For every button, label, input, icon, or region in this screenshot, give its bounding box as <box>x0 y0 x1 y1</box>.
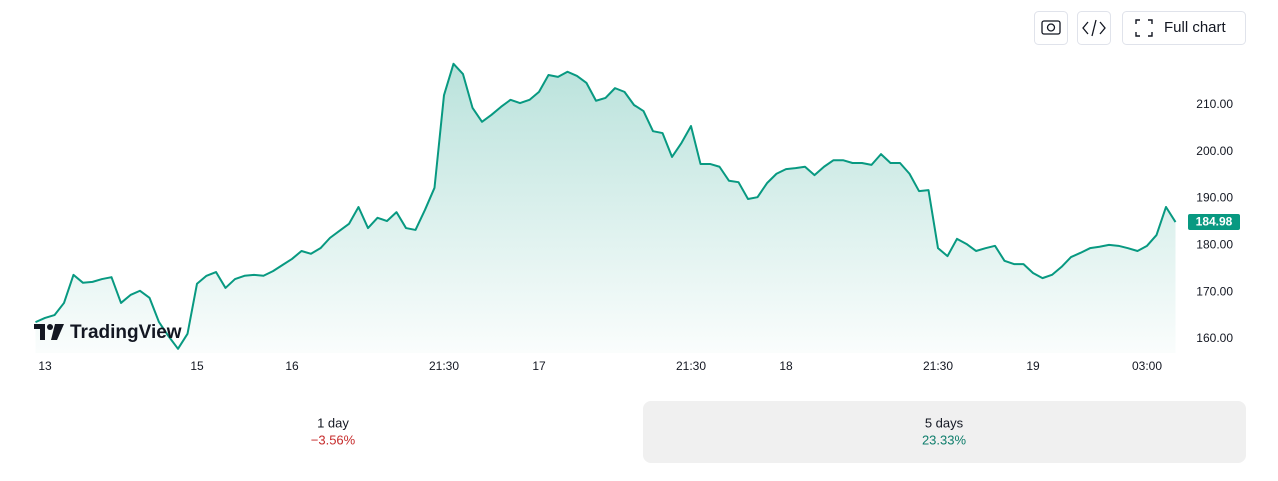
period-tab[interactable] <box>25 401 640 463</box>
period-label[interactable]: 5 days <box>925 415 964 430</box>
last-price-label: 184.98 <box>1196 215 1233 229</box>
embed-button[interactable] <box>1077 11 1111 45</box>
camera-lens[interactable] <box>1046 23 1056 32</box>
snapshot-button[interactable] <box>1034 11 1068 45</box>
logo: TradingView <box>34 322 182 343</box>
period-change[interactable]: 23.33% <box>922 432 967 447</box>
button-frame[interactable] <box>1122 11 1246 45</box>
price-line <box>35 62 1177 350</box>
last-price-box <box>1188 214 1240 231</box>
y-tick-label: 200.00 <box>1196 144 1233 158</box>
camera-icon[interactable] <box>1041 20 1061 35</box>
x-tick-label: 21:30 <box>676 359 706 373</box>
full-chart-button[interactable]: Full chart <box>1122 11 1246 45</box>
y-tick-label: 180.00 <box>1196 238 1233 252</box>
button-frame[interactable] <box>1034 11 1068 45</box>
x-tick-label: 15 <box>190 359 204 373</box>
logo-dot <box>47 324 53 330</box>
full-chart-label[interactable]: Full chart <box>1164 19 1227 36</box>
logo-mark <box>51 324 64 340</box>
x-tick-label: 18 <box>779 359 793 373</box>
x-tick-label: 13 <box>38 359 52 373</box>
period-5d[interactable]: 5 days 23.33% <box>643 401 1246 463</box>
period-change[interactable]: −3.56% <box>311 432 356 447</box>
plot: 160.00 170.00 180.00 190.00 200.00 210.00 13 15… <box>35 62 1240 373</box>
logo-mark <box>34 324 45 340</box>
period-tab[interactable] <box>643 401 1246 463</box>
area-fill <box>35 63 1176 354</box>
y-tick-label: 160.00 <box>1196 331 1233 345</box>
x-tick-label: 19 <box>1026 359 1040 373</box>
x-tick-label: 21:30 <box>429 359 459 373</box>
x-tick-label: 03:00 <box>1132 359 1162 373</box>
code-icon[interactable] <box>1082 19 1106 37</box>
period-1d[interactable]: 1 day −3.56% <box>25 401 640 463</box>
y-tick-label: 190.00 <box>1196 191 1233 205</box>
x-tick-label: 16 <box>285 359 299 373</box>
y-tick-label: 210.00 <box>1196 97 1233 111</box>
period-label[interactable]: 1 day <box>317 415 349 430</box>
expand-icon[interactable] <box>1135 19 1153 37</box>
x-tick-label: 17 <box>532 359 546 373</box>
y-tick-label: 170.00 <box>1196 284 1233 298</box>
brand: TradingView <box>70 322 182 343</box>
x-tick-label: 21:30 <box>923 359 953 373</box>
